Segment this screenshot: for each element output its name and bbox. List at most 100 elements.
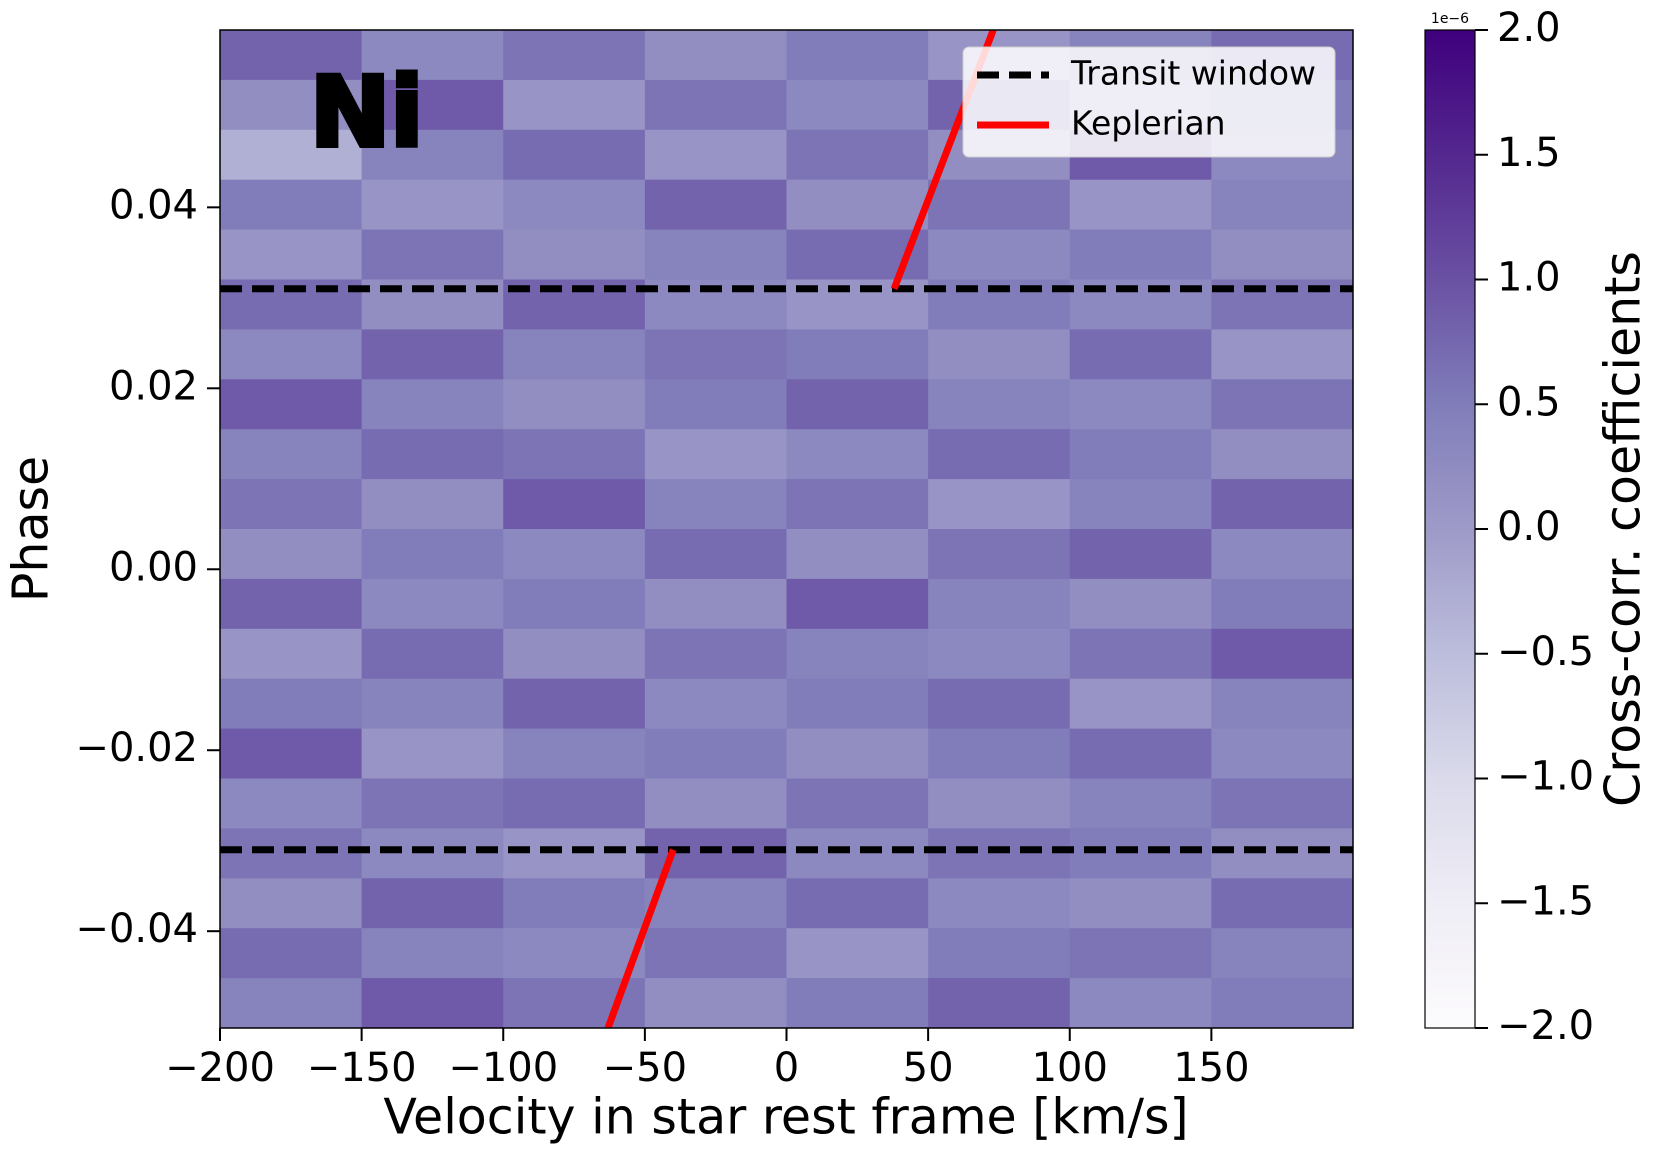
colorbar-tick-label: −0.5: [1497, 629, 1594, 675]
heatmap-cell: [503, 79, 646, 131]
heatmap-cell: [644, 978, 787, 1028]
heatmap-cell: [928, 778, 1071, 829]
heatmap-cell: [644, 129, 787, 181]
heatmap-cell: [928, 479, 1071, 530]
heatmap-cell: [928, 728, 1071, 779]
heatmap-cell: [1211, 429, 1353, 480]
heatmap-cell: [220, 878, 363, 929]
x-tick-label: 100: [1032, 1045, 1108, 1091]
heatmap-cell: [503, 329, 646, 380]
heatmap-cell: [644, 429, 787, 480]
heatmap-cell: [503, 30, 646, 81]
heatmap-cell: [1211, 578, 1353, 630]
heatmap-cell: [503, 828, 646, 879]
heatmap-cell: [786, 329, 929, 380]
heatmap-cell: [503, 379, 646, 430]
heatmap-cell: [928, 928, 1071, 979]
heatmap-cell: [644, 479, 787, 530]
heatmap-cell: [786, 129, 929, 181]
x-tick-label: 50: [903, 1045, 954, 1091]
heatmap-cell: [503, 229, 646, 280]
heatmap-cell: [786, 79, 929, 131]
heatmap-cell: [503, 578, 646, 630]
heatmap-cell: [503, 628, 646, 680]
heatmap-cell: [644, 628, 787, 680]
heatmap-cell: [361, 129, 504, 181]
heatmap-cell: [928, 978, 1071, 1028]
x-tick-label: −150: [307, 1045, 417, 1091]
heatmap-cell: [928, 329, 1071, 380]
heatmap-cell: [220, 828, 363, 879]
heatmap-cell: [220, 479, 363, 530]
heatmap-cell: [1211, 379, 1353, 430]
heatmap-cell: [220, 30, 363, 81]
colorbar-tick-label: 1.0: [1497, 255, 1561, 301]
legend-box: [962, 46, 1336, 158]
heatmap-cell: [220, 678, 363, 730]
heatmap-cell: [503, 429, 646, 480]
heatmap-cell: [786, 878, 929, 929]
colorbar-tick-label: −1.0: [1497, 754, 1594, 800]
heatmap-cell: [1069, 329, 1212, 380]
heatmap-cell: [220, 129, 363, 181]
heatmap-cell: [220, 578, 363, 630]
heatmap-cell: [644, 778, 787, 829]
heatmap-cell: [361, 878, 504, 929]
colorbar-label: Cross-corr. coefficients: [1595, 251, 1652, 807]
heatmap-cell: [1069, 678, 1212, 730]
heatmap-cell: [786, 978, 929, 1028]
colorbar-tick-label: 0.0: [1497, 504, 1561, 550]
colorbar-tick-label: −2.0: [1497, 1003, 1594, 1049]
heatmap-cell: [1211, 778, 1353, 829]
heatmap-cell: [1211, 928, 1353, 979]
heatmap-cell: [1069, 578, 1212, 630]
element-annotation: Ni: [310, 56, 423, 168]
x-tick-label: 0: [774, 1045, 799, 1091]
heatmap-cell: [928, 529, 1071, 580]
heatmap-cell: [786, 429, 929, 480]
heatmap-cell: [1211, 878, 1353, 929]
heatmap-cell: [644, 30, 787, 81]
heatmap: [220, 30, 1353, 1028]
heatmap-cell: [786, 479, 929, 530]
heatmap-cell: [1069, 778, 1212, 829]
heatmap-cell: [220, 728, 363, 779]
heatmap-cell: [1069, 379, 1212, 430]
heatmap-cell: [361, 79, 504, 131]
heatmap-cell: [644, 678, 787, 730]
heatmap-cell: [220, 179, 363, 231]
heatmap-cell: [786, 728, 929, 779]
heatmap-cell: [928, 379, 1071, 430]
colorbar-offset: 1e−6: [1431, 11, 1469, 27]
heatmap-cell: [786, 828, 929, 879]
heatmap-cell: [503, 129, 646, 181]
heatmap-cell: [1211, 978, 1353, 1028]
heatmap-cell: [503, 529, 646, 580]
legend-label: Transit window: [1070, 54, 1316, 93]
x-tick-label: 150: [1173, 1045, 1249, 1091]
heatmap-cell: [644, 578, 787, 630]
heatmap-cell: [1211, 529, 1353, 580]
colorbar-tick-label: 0.5: [1497, 379, 1561, 425]
heatmap-cell: [644, 329, 787, 380]
heatmap-cell: [1069, 429, 1212, 480]
heatmap-cell: [928, 578, 1071, 630]
heatmap-cell: [786, 678, 929, 730]
heatmap-cell: [220, 379, 363, 430]
heatmap-cell: [644, 529, 787, 580]
heatmap-cell: [1211, 329, 1353, 380]
heatmap-cell: [220, 79, 363, 131]
heatmap-cell: [928, 429, 1071, 480]
heatmap-cell: [220, 429, 363, 480]
heatmap-cell: [1069, 828, 1212, 879]
heatmap-cell: [503, 179, 646, 231]
heatmap-cell: [786, 928, 929, 979]
heatmap-cell: [644, 179, 787, 231]
heatmap-cell: [1211, 628, 1353, 680]
heatmap-cell: [503, 678, 646, 730]
heatmap-cell: [361, 229, 504, 280]
heatmap-cell: [220, 329, 363, 380]
heatmap-cell: [928, 179, 1071, 231]
y-tick-label: −0.04: [75, 906, 198, 952]
